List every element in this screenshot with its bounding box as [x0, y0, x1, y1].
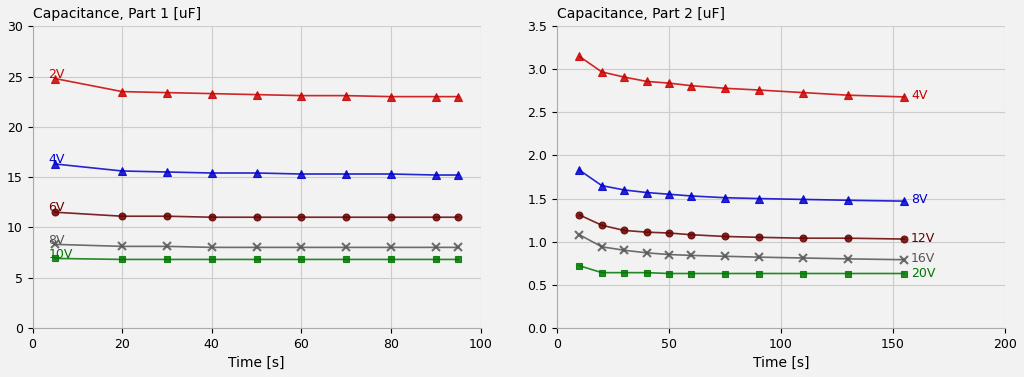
Text: 8V: 8V: [48, 234, 65, 247]
X-axis label: Time [s]: Time [s]: [753, 356, 809, 370]
Text: Capacitance, Part 2 [uF]: Capacitance, Part 2 [uF]: [557, 7, 725, 21]
Text: 16V: 16V: [911, 252, 935, 265]
Text: 6V: 6V: [48, 201, 65, 214]
Text: Capacitance, Part 1 [uF]: Capacitance, Part 1 [uF]: [33, 7, 201, 21]
X-axis label: Time [s]: Time [s]: [228, 356, 285, 370]
Text: 4V: 4V: [911, 89, 928, 102]
Text: 2V: 2V: [48, 68, 65, 81]
Text: 8V: 8V: [911, 193, 928, 206]
Text: 4V: 4V: [48, 153, 65, 166]
Text: 12V: 12V: [911, 232, 935, 245]
Text: 10V: 10V: [48, 248, 73, 261]
Text: 20V: 20V: [911, 267, 935, 280]
